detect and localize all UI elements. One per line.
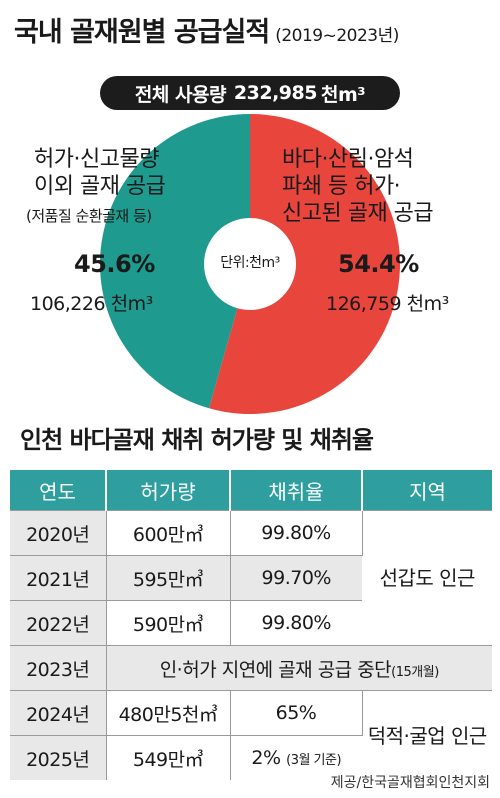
pie-slice-permitted-supply — [208, 114, 400, 414]
cell-year: 2021년 — [10, 555, 107, 601]
pie-center-hole — [204, 218, 296, 310]
cell-region: 덕적·굴업 인근 — [362, 690, 492, 780]
header-year: 연도 — [10, 470, 107, 511]
pie-unit-label: 단위:천m³ — [220, 255, 280, 271]
table-row: 2023년 인·허가 지연에 골재 공급 중단(15개월) — [10, 645, 492, 691]
slice-label-other-desc: 허가·신고물량 이외 골재 공급 — [34, 147, 166, 199]
slice-label-other-value: 106,226 천m³ — [30, 293, 153, 315]
header-region: 지역 — [362, 470, 492, 511]
header-rate: 채취율 — [230, 470, 363, 511]
header-amount: 허가량 — [106, 470, 231, 511]
cell-rate: 2% (3월 기준) — [230, 735, 362, 780]
source-credit: 제공/한국골재협회인천지회 — [330, 775, 490, 791]
cell-year: 2022년 — [10, 600, 107, 646]
cell-rate: 99.70% — [230, 555, 362, 601]
permit-table: 연도 허가량 채취율 지역 2020년 600만㎥ 99.80% 선갑도 인근 … — [10, 470, 492, 780]
cell-note: 인·허가 지연에 골재 공급 중단(15개월) — [106, 645, 492, 691]
cell-amount: 549만㎥ — [106, 735, 231, 780]
total-label: 전체 사용량 — [134, 83, 227, 106]
table-title: 인천 바다골재 채취 허가량 및 채취율 — [20, 426, 374, 454]
cell-amount: 480만5천㎥ — [106, 690, 231, 736]
chart-period: (2019~2023년) — [275, 26, 399, 46]
cell-rate: 65% — [230, 690, 363, 736]
cell-rate: 99.80% — [230, 510, 363, 556]
total-value: 232,985 — [233, 82, 318, 104]
slice-label-other-percent: 45.6% — [74, 250, 155, 278]
slice-label-permitted-value: 126,759 천m³ — [326, 293, 449, 315]
cell-amount: 600만㎥ — [106, 510, 231, 556]
table-row: 2025년 549만㎥ 2% (3월 기준) — [10, 735, 492, 780]
table-row: 2024년 480만5천㎥ 65% 덕적·굴업 인근 — [10, 690, 492, 780]
table-header-row: 연도 허가량 채취율 지역 — [10, 470, 492, 511]
chart-title: 국내 골재원별 공급실적 (2019~2023년) — [14, 17, 399, 48]
table-row: 2021년 595만㎥ 99.70% — [10, 555, 492, 601]
cell-year: 2023년 — [10, 645, 107, 691]
cell-region: 선갑도 인근 — [362, 510, 492, 646]
pie-chart — [99, 114, 400, 414]
cell-year: 2024년 — [10, 690, 107, 736]
table-row: 2020년 600만㎥ 99.80% 선갑도 인근 — [10, 510, 492, 646]
cell-year: 2025년 — [10, 735, 107, 780]
pie-slice-other-supply — [99, 114, 250, 409]
slice-label-other-sub: (저품질 순환골재 등) — [26, 207, 152, 225]
cell-rate: 99.80% — [230, 600, 362, 646]
total-unit: 천m³ — [320, 83, 366, 106]
slice-label-permitted-percent: 54.4% — [338, 250, 419, 278]
total-usage-badge: 전체 사용량 232,985 천m³ — [100, 76, 400, 110]
table-row: 2022년 590만㎥ 99.80% — [10, 600, 492, 646]
slice-label-permitted-desc: 바다·산림·암석 파쇄 등 허가· 신고된 골재 공급 — [282, 147, 434, 226]
cell-amount: 590만㎥ — [106, 600, 231, 646]
cell-year: 2020년 — [10, 510, 107, 556]
cell-amount: 595만㎥ — [106, 555, 231, 601]
